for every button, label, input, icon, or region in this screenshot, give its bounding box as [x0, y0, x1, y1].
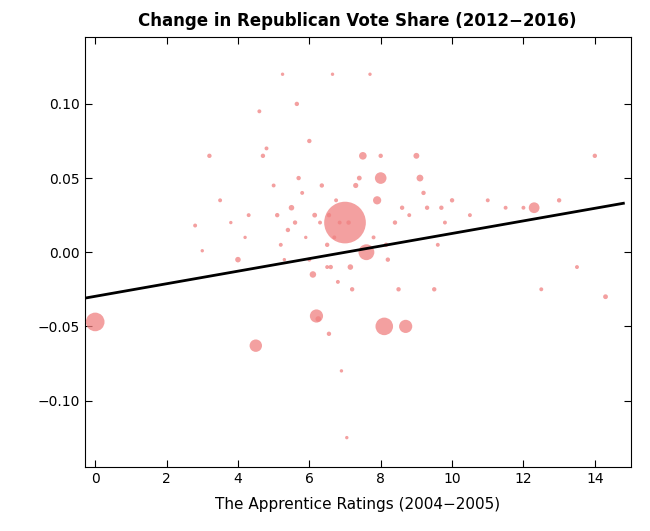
Point — [429, 285, 439, 294]
Point — [328, 70, 338, 79]
Point — [415, 174, 425, 182]
Point — [436, 203, 447, 212]
Point — [383, 255, 393, 264]
Point — [350, 181, 361, 190]
Point — [313, 315, 324, 323]
Point — [190, 221, 200, 230]
Point — [307, 270, 318, 279]
Point — [447, 196, 457, 204]
Point — [304, 255, 315, 264]
Point — [411, 151, 422, 160]
Point — [343, 218, 354, 227]
Point — [500, 203, 511, 212]
Point — [331, 196, 341, 204]
Point — [361, 248, 372, 256]
Point — [261, 144, 272, 152]
Title: Change in Republican Vote Share (2012−2016): Change in Republican Vote Share (2012−20… — [138, 12, 577, 30]
Point — [400, 322, 411, 331]
Point — [440, 218, 450, 227]
Point — [226, 218, 236, 227]
Point — [204, 151, 214, 160]
Point — [358, 151, 368, 160]
Point — [215, 196, 226, 204]
Point — [315, 218, 325, 227]
Point — [518, 203, 528, 212]
Point — [304, 137, 315, 145]
Point — [300, 233, 311, 242]
Point — [393, 285, 404, 294]
Point — [286, 203, 296, 212]
Point — [317, 181, 327, 190]
Point — [276, 241, 286, 249]
Point — [283, 226, 293, 234]
Point — [340, 218, 350, 227]
Point — [324, 211, 334, 219]
Point — [536, 285, 547, 294]
Point — [482, 196, 493, 204]
Point — [369, 233, 379, 242]
Point — [292, 100, 302, 108]
Point — [244, 211, 254, 219]
Point — [365, 70, 375, 79]
Point — [572, 263, 582, 271]
Point — [251, 341, 261, 350]
Point — [354, 174, 365, 182]
Point — [335, 218, 345, 227]
Point — [404, 211, 415, 219]
Point — [197, 246, 207, 255]
Point — [336, 366, 346, 375]
Point — [268, 181, 279, 190]
Point — [278, 70, 288, 79]
Point — [554, 196, 564, 204]
Point — [258, 151, 268, 160]
Point — [465, 211, 475, 219]
Point — [347, 285, 358, 294]
Point — [329, 233, 339, 242]
Point — [326, 263, 336, 271]
Point — [433, 241, 443, 249]
Point — [90, 318, 100, 326]
Point — [529, 203, 539, 212]
Point — [419, 189, 429, 197]
Point — [381, 241, 391, 249]
Point — [372, 196, 382, 204]
Point — [342, 433, 352, 442]
Point — [324, 330, 334, 338]
Point — [272, 211, 282, 219]
Point — [279, 255, 289, 264]
Point — [345, 263, 356, 271]
Point — [422, 203, 432, 212]
Point — [376, 151, 386, 160]
Point — [233, 255, 243, 264]
Point — [590, 151, 600, 160]
Point — [379, 322, 389, 331]
Point — [290, 218, 300, 227]
Point — [333, 278, 343, 286]
Point — [322, 263, 332, 271]
Point — [293, 174, 304, 182]
Point — [322, 241, 332, 249]
Point — [376, 174, 386, 182]
Point — [601, 293, 611, 301]
Point — [309, 211, 320, 219]
Point — [297, 189, 307, 197]
X-axis label: The Apprentice Ratings (2004−2005): The Apprentice Ratings (2004−2005) — [215, 497, 500, 512]
Point — [397, 203, 408, 212]
Point — [240, 233, 250, 242]
Point — [311, 312, 322, 320]
Point — [254, 107, 265, 116]
Point — [390, 218, 400, 227]
